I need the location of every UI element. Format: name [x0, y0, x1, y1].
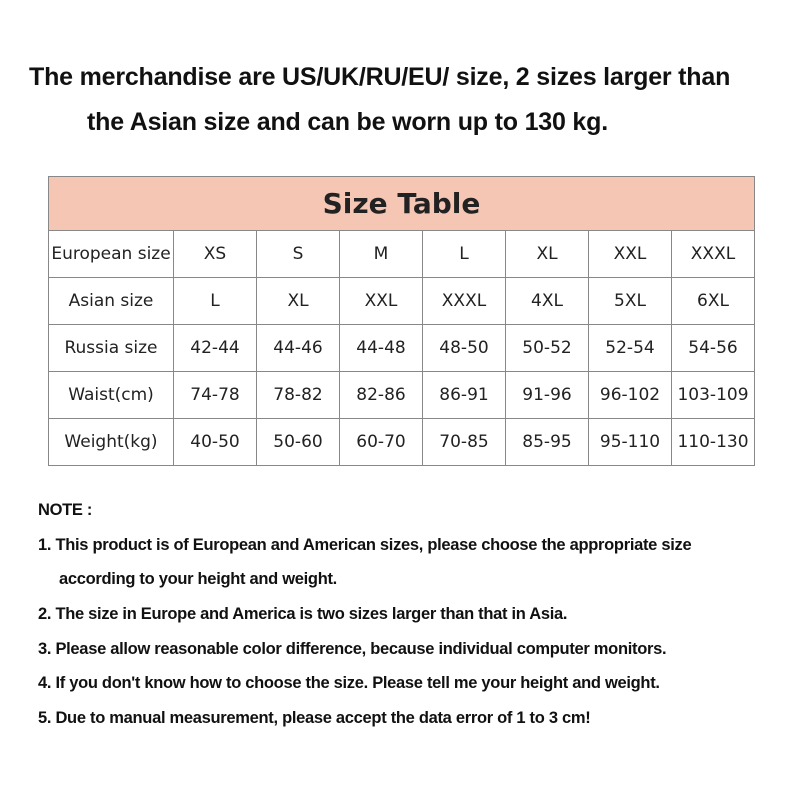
table-cell: L: [422, 230, 506, 278]
table-cell: 82-86: [339, 371, 423, 419]
table-cell: 6XL: [671, 277, 755, 325]
table-cell: 85-95: [505, 418, 589, 466]
table-cell: 70-85: [422, 418, 506, 466]
note-item: according to your height and weight.: [59, 570, 337, 589]
size-table-title: Size Table: [48, 176, 755, 231]
headline-line-2: the Asian size and can be worn up to 130…: [87, 108, 608, 136]
table-row: Asian size L XL XXL XXXL 4XL 5XL 6XL: [48, 277, 755, 325]
table-cell: M: [339, 230, 423, 278]
table-cell: 40-50: [173, 418, 257, 466]
table-cell: 86-91: [422, 371, 506, 419]
table-cell: XXL: [588, 230, 672, 278]
table-cell: XXXL: [422, 277, 506, 325]
table-cell: 60-70: [339, 418, 423, 466]
table-cell: XXL: [339, 277, 423, 325]
table-cell: XL: [505, 230, 589, 278]
table-cell: 5XL: [588, 277, 672, 325]
table-cell: 110-130: [671, 418, 755, 466]
table-cell: 96-102: [588, 371, 672, 419]
table-cell: 91-96: [505, 371, 589, 419]
notes-heading: NOTE :: [38, 501, 93, 519]
table-cell: 74-78: [173, 371, 257, 419]
note-item: 3. Please allow reasonable color differe…: [38, 639, 667, 658]
table-cell: 54-56: [671, 324, 755, 372]
table-cell: 50-60: [256, 418, 340, 466]
table-cell: 44-46: [256, 324, 340, 372]
table-cell: XL: [256, 277, 340, 325]
headline-line-1: The merchandise are US/UK/RU/EU/ size, 2…: [29, 63, 731, 91]
table-cell: 44-48: [339, 324, 423, 372]
table-cell: L: [173, 277, 257, 325]
table-cell: 42-44: [173, 324, 257, 372]
row-label: Waist(cm): [48, 371, 174, 419]
table-cell: XXXL: [671, 230, 755, 278]
table-row: European size XS S M L XL XXL XXXL: [48, 230, 755, 278]
table-cell: XS: [173, 230, 257, 278]
table-cell: 103-109: [671, 371, 755, 419]
table-cell: 48-50: [422, 324, 506, 372]
size-table: Size Table European size XS S M L XL XXL XXXL As…: [48, 176, 755, 466]
note-item: 5. Due to manual measurement, please acc…: [38, 709, 591, 728]
table-cell: 4XL: [505, 277, 589, 325]
row-label: Russia size: [48, 324, 174, 372]
row-label: Weight(kg): [48, 418, 174, 466]
notes: NOTE : 1. This product is of European an…: [38, 500, 692, 743]
table-row: Waist(cm) 74-78 78-82 82-86 86-91 91-96 96-102…: [48, 371, 755, 419]
table-cell: S: [256, 230, 340, 278]
table-cell: 50-52: [505, 324, 589, 372]
table-cell: 52-54: [588, 324, 672, 372]
note-item: 2. The size in Europe and America is two…: [38, 605, 568, 624]
table-cell: 95-110: [588, 418, 672, 466]
table-cell: 78-82: [256, 371, 340, 419]
note-item: 1. This product is of European and Ameri…: [38, 535, 692, 554]
table-row: Weight(kg) 40-50 50-60 60-70 70-85 85-95 95-11…: [48, 418, 755, 466]
note-item: 4. If you don't know how to choose the s…: [38, 674, 660, 693]
row-label: Asian size: [48, 277, 174, 325]
row-label: European size: [48, 230, 174, 278]
table-row: Russia size 42-44 44-46 44-48 48-50 50-52 52-5…: [48, 324, 755, 372]
